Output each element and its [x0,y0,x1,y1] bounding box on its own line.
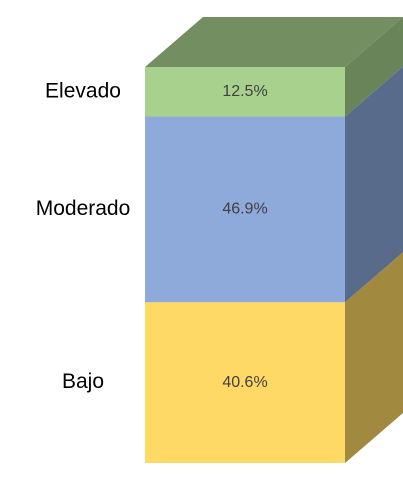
bar-segment [145,302,345,463]
series-label: Bajo [62,370,104,393]
bar-segment [145,67,345,117]
bar-side [345,66,403,303]
value-label: 46.9% [222,201,267,218]
bar-side [345,252,403,463]
bar-top [145,17,403,67]
bar-side [345,17,403,117]
value-label: 12.5% [222,83,267,100]
value-label: 40.6% [222,374,267,391]
series-label: Moderado [36,197,131,220]
series-label: Elevado [45,79,121,102]
bar-segment [145,116,345,303]
